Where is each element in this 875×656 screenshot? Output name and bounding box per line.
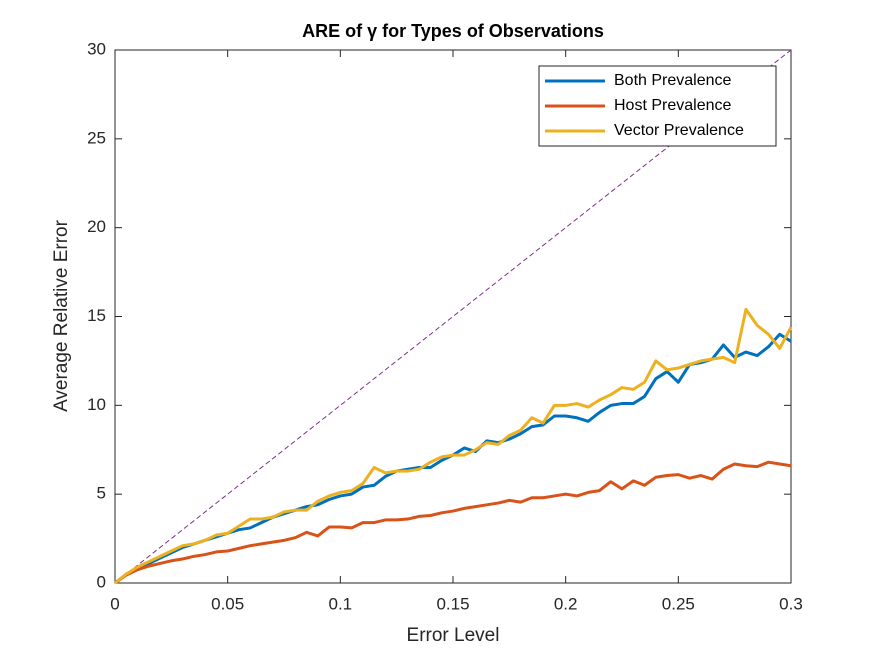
y-tick-label: 20 <box>87 217 106 236</box>
y-tick-label: 5 <box>97 484 106 503</box>
x-tick-label: 0.3 <box>779 594 803 613</box>
y-axis-label: Average Relative Error <box>51 219 72 412</box>
y-tick-label: 25 <box>87 128 106 147</box>
x-tick-label: 0.15 <box>436 594 469 613</box>
x-tick-label: 0.2 <box>554 594 578 613</box>
axes-box <box>114 49 792 584</box>
legend-label: Both Prevalence <box>614 72 732 89</box>
y-tick-label: 30 <box>87 39 106 58</box>
series-line <box>114 460 792 585</box>
legend-box <box>538 65 777 147</box>
x-tick-label: 0.1 <box>329 594 353 613</box>
y-tick-label: 15 <box>87 306 106 325</box>
x-tick-label: 0 <box>110 594 119 613</box>
y-tick-label: 0 <box>97 572 106 591</box>
chart-title: ARE of γ for Types of Observations <box>302 21 604 41</box>
y-tick-label: 10 <box>87 395 106 414</box>
series-line <box>114 307 793 585</box>
x-tick-label: 0.25 <box>662 594 695 613</box>
x-axis-label: Error Level <box>407 625 500 646</box>
legend-label: Host Prevalence <box>614 97 731 114</box>
x-tick-label: 0.05 <box>211 594 244 613</box>
legend-label: Vector Prevalence <box>614 122 744 139</box>
